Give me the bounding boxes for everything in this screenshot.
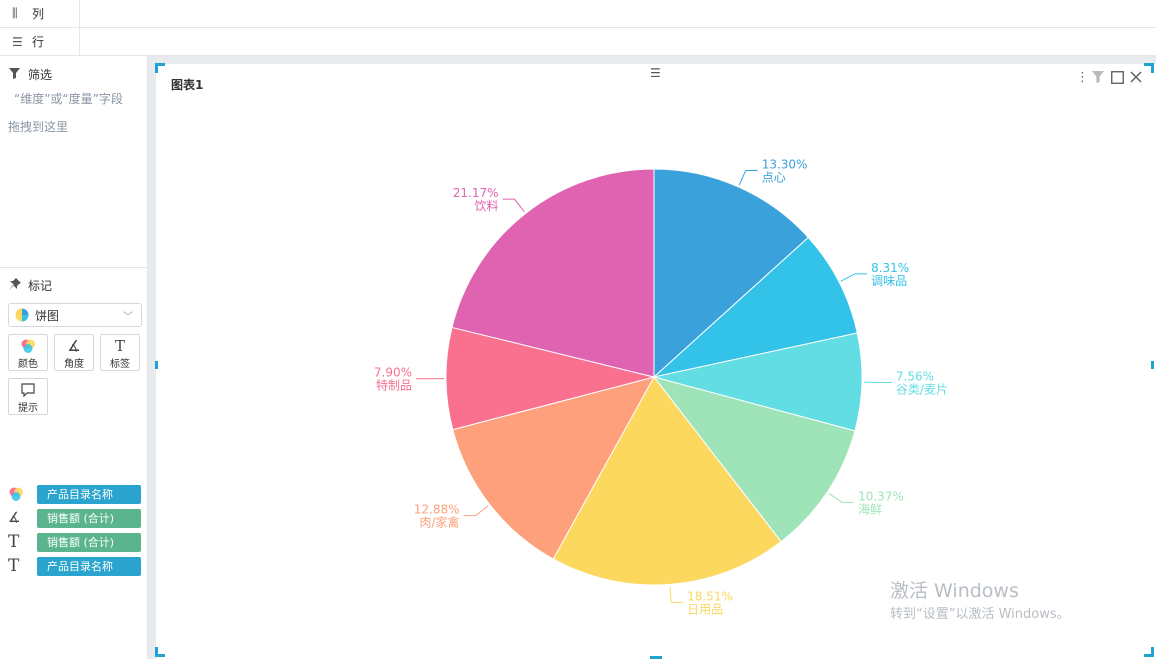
top-gutter	[148, 56, 1156, 64]
label-button-label: 标签	[110, 359, 130, 370]
resize-handle[interactable]	[1151, 361, 1154, 369]
tooltip-icon	[21, 381, 35, 399]
text-icon: T	[8, 532, 20, 552]
label-button[interactable]: T 标签	[100, 334, 140, 371]
field-pill[interactable]: 产品目录名称	[37, 484, 141, 504]
resize-handle[interactable]	[155, 361, 158, 369]
chevron-down-icon: ﹀	[123, 312, 133, 323]
left-panel: 筛选 “维度”或“度量”字段 拖拽到这里 标记 饼图 ﹀ 颜色 ∡ 角度	[0, 56, 148, 659]
drag-handle-icon[interactable]: ☰	[650, 66, 661, 80]
rows-icon: ☰	[12, 34, 23, 49]
resize-handle[interactable]	[155, 647, 165, 657]
marks-title: 标记	[28, 279, 53, 293]
text-icon: T	[114, 337, 125, 355]
angle-button[interactable]: ∡ 角度	[54, 334, 94, 371]
color-icon	[20, 337, 36, 355]
resize-handle[interactable]	[650, 656, 662, 659]
filter-icon	[9, 67, 23, 82]
mark-field-row: ∡ 销售额 (合计)	[8, 508, 141, 528]
resize-handle[interactable]	[1144, 647, 1154, 657]
angle-icon: ∡	[67, 337, 81, 355]
marks-section-title: 标记	[9, 277, 52, 294]
mark-field-row: T 销售额 (合计)	[8, 532, 141, 552]
more-icon[interactable]: ⋮	[1076, 70, 1089, 85]
color-button-label: 颜色	[18, 359, 38, 370]
color-button[interactable]: 颜色	[8, 334, 48, 371]
chart-card[interactable]	[156, 64, 1154, 657]
filter-hint-2: 拖拽到这里	[8, 120, 69, 134]
filter-drop-zone[interactable]: 筛选 “维度”或“度量”字段 拖拽到这里	[0, 56, 148, 268]
filter-hint: “维度”或“度量”字段	[14, 92, 123, 106]
pie-chart-icon	[15, 308, 29, 322]
rows-shelf-label: 行	[32, 35, 45, 49]
panel-gutter	[148, 56, 156, 659]
chart-type-value: 饼图	[35, 308, 60, 323]
columns-shelf-label: 列	[32, 7, 45, 21]
text-icon: T	[8, 556, 20, 576]
chart-title: 图表1	[171, 78, 204, 92]
mark-field-row: 产品目录名称	[8, 484, 141, 504]
resize-handle[interactable]	[155, 63, 165, 73]
mark-field-row: T 产品目录名称	[8, 556, 141, 576]
tooltip-button[interactable]: 提示	[8, 378, 48, 415]
filter-icon[interactable]	[1092, 71, 1104, 87]
maximize-icon[interactable]	[1111, 71, 1124, 88]
angle-icon: ∡	[8, 510, 21, 526]
field-pill[interactable]: 销售额 (合计)	[37, 532, 141, 552]
rows-shelf[interactable]: ☰ 行	[0, 28, 1156, 56]
columns-shelf[interactable]: ⫼ 列	[0, 0, 1156, 28]
columns-shelf-header: ⫼ 列	[0, 0, 80, 27]
filter-section-title: 筛选	[9, 66, 52, 83]
field-pill[interactable]: 产品目录名称	[37, 556, 141, 576]
filter-title: 筛选	[28, 68, 53, 82]
field-pill[interactable]: 销售额 (合计)	[37, 508, 141, 528]
chart-type-select[interactable]: 饼图 ﹀	[8, 303, 142, 327]
rows-shelf-header: ☰ 行	[0, 28, 80, 55]
color-icon	[8, 486, 28, 502]
columns-icon: ⫼	[12, 6, 18, 20]
watermark-subtitle: 转到“设置”以激活 Windows。	[890, 607, 1070, 622]
angle-button-label: 角度	[64, 359, 84, 370]
watermark-title: 激活 Windows	[890, 580, 1019, 602]
tooltip-button-label: 提示	[18, 403, 38, 414]
close-icon[interactable]	[1130, 71, 1142, 87]
resize-handle[interactable]	[1144, 63, 1154, 73]
pin-icon	[9, 278, 23, 293]
